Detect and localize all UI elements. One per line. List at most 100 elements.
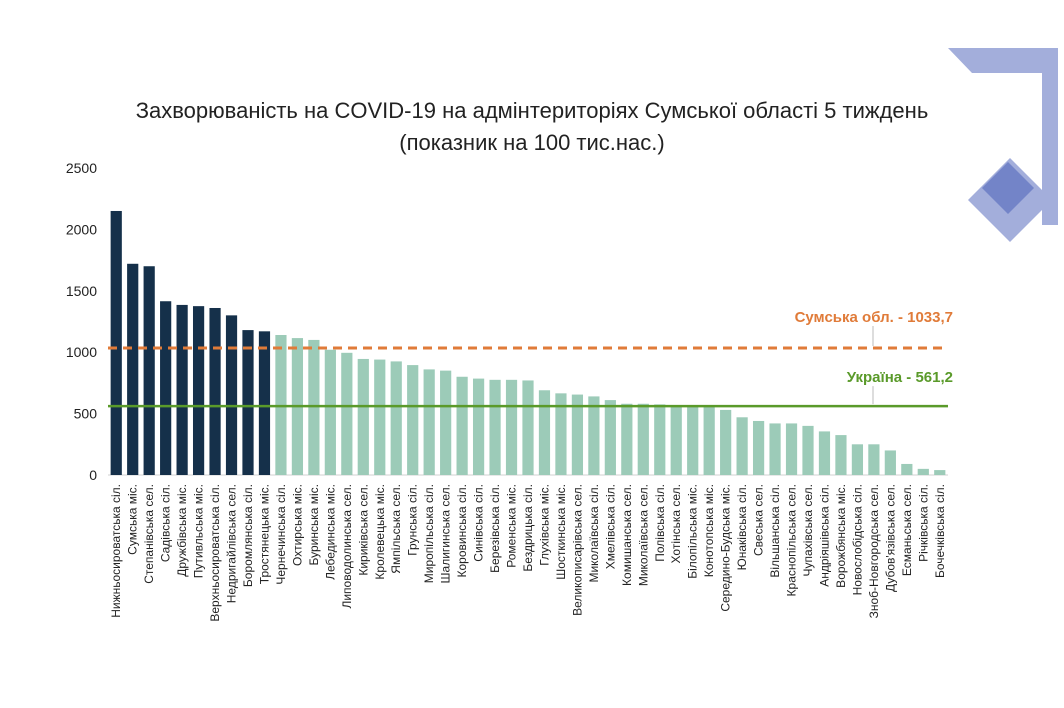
x-tick-label: Липоводолинська сел. <box>340 484 354 609</box>
bar <box>571 394 584 475</box>
y-tick-label: 0 <box>89 467 97 483</box>
bar <box>901 463 913 475</box>
bar <box>868 444 880 475</box>
bar <box>703 406 715 475</box>
y-tick-label: 500 <box>74 406 98 422</box>
x-tick-label: Охтирська міс. <box>290 484 304 566</box>
bar <box>736 417 748 475</box>
bar <box>802 425 814 475</box>
bar <box>818 431 831 475</box>
bar <box>160 301 172 475</box>
x-tick-label: Грунська сіл. <box>406 484 420 556</box>
bar <box>489 379 501 475</box>
x-tick-label: Кролевецька міс. <box>373 484 387 580</box>
bar <box>110 210 122 476</box>
bar <box>176 304 188 475</box>
bar <box>440 370 452 475</box>
x-tick-label: Миколаївська сел. <box>636 484 650 586</box>
x-tick-label: Сумська міс. <box>126 484 140 555</box>
bar <box>258 331 271 475</box>
x-tick-label: Верхньосироватська сіл. <box>208 484 222 622</box>
region-average-label: Сумська обл. - 1033,7 <box>795 309 953 326</box>
ukraine-average-label: Україна - 561,2 <box>847 369 953 386</box>
bar <box>242 330 254 475</box>
x-tick-label: Середино-Будська міс. <box>719 484 733 612</box>
x-tick-label: Глухівська міс. <box>537 484 551 566</box>
x-tick-label: Чупахівська сел. <box>801 484 815 576</box>
x-tick-label: Дружбівська міс. <box>175 484 189 577</box>
corner-ribbon-shape <box>948 48 1058 225</box>
x-tick-label: Недригайлівська сел. <box>225 484 239 603</box>
y-tick-label: 2000 <box>66 221 97 237</box>
bar <box>341 352 353 475</box>
x-tick-label: Степанівська сел. <box>142 484 156 584</box>
x-tick-label: Ворожбянська міс. <box>834 484 848 588</box>
bar <box>407 365 419 475</box>
bar <box>769 423 781 475</box>
x-tick-label: Хотінська сел. <box>669 484 683 563</box>
x-tick-label: Березівська сіл. <box>488 484 502 573</box>
x-tick-label: Шосткинська міс. <box>554 484 568 580</box>
x-tick-label: Конотопська міс. <box>702 484 716 577</box>
x-tick-label: Путивльська міс. <box>192 484 206 578</box>
bar <box>143 266 155 475</box>
corner-diamond-dark <box>982 162 1034 214</box>
bar <box>588 396 600 475</box>
x-tick-label: Миколаївська сіл. <box>587 484 601 583</box>
bar <box>621 403 633 475</box>
x-tick-label: Дубов'язівська сел. <box>883 484 897 592</box>
bar <box>357 358 369 475</box>
x-tick-label: Синівська сіл. <box>472 484 486 562</box>
x-tick-label: Чернечинська сіл. <box>274 484 288 585</box>
bar <box>604 400 616 475</box>
bar <box>752 420 765 475</box>
chart-title-line1: Захворюваність на COVID-19 на адмінтерит… <box>135 98 929 123</box>
x-tick-label: Річківська сіл. <box>916 484 930 562</box>
bar <box>555 393 567 475</box>
bar <box>324 349 336 475</box>
x-tick-label: Шалигинська сел. <box>439 484 453 583</box>
bar <box>654 404 666 475</box>
x-tick-label: Садівська сіл. <box>159 484 173 562</box>
x-tick-label: Вільшанська сіл. <box>768 484 782 578</box>
bar <box>308 339 320 475</box>
x-tick-label: Роменська міс. <box>505 484 519 568</box>
bar <box>374 359 386 475</box>
bar <box>522 380 534 475</box>
x-tick-label: Краснопільська сел. <box>785 484 799 596</box>
x-tick-label: Юнаківська сіл. <box>735 484 749 570</box>
bar <box>917 468 929 475</box>
bar <box>472 378 485 475</box>
bar <box>884 450 896 475</box>
bar <box>209 307 221 475</box>
x-tick-label: Нижньосироватська сіл. <box>109 484 123 618</box>
x-tick-label: Білопільська міс. <box>686 484 700 579</box>
x-tick-label: Зноб-Новгородська сел. <box>867 484 881 618</box>
bar <box>192 306 205 475</box>
x-tick-label: Кириківська сел. <box>356 484 370 576</box>
x-tick-label: Великописарівська сел. <box>570 484 584 616</box>
bar <box>720 409 732 475</box>
bar <box>505 379 518 475</box>
bar <box>687 405 699 475</box>
x-tick-label: Андріяшівська сіл. <box>817 484 831 587</box>
x-tick-label: Бочечківська сіл. <box>933 484 947 578</box>
bar <box>835 435 847 475</box>
x-tick-label: Коровинська сіл. <box>455 484 469 577</box>
x-tick-label: Полівська сіл. <box>653 484 667 562</box>
y-tick-label: 1500 <box>66 283 97 299</box>
y-tick-label: 2500 <box>66 160 97 176</box>
x-tick-label: Комишанська сел. <box>620 484 634 586</box>
bar <box>637 403 649 475</box>
bar <box>851 444 864 475</box>
bar <box>225 315 238 475</box>
bar <box>390 361 402 475</box>
bar <box>127 263 139 475</box>
x-tick-label: Хмелівська сіл. <box>603 484 617 569</box>
x-tick-label: Новослобідська сіл. <box>850 484 864 595</box>
x-tick-label: Бездрицька сіл. <box>521 484 535 572</box>
x-tick-label: Лебединська міс. <box>323 484 337 580</box>
bar <box>670 405 682 475</box>
